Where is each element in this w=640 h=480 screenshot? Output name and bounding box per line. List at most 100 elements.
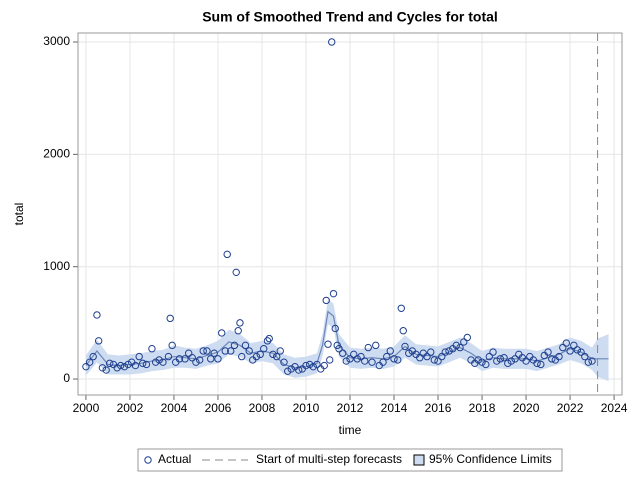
data-point xyxy=(452,341,460,350)
data-point xyxy=(218,329,226,337)
data-point xyxy=(227,347,235,355)
legend-box xyxy=(137,448,563,472)
data-point xyxy=(260,345,268,353)
data-point xyxy=(120,362,129,371)
x-tick-label: 2000 xyxy=(73,401,100,415)
data-point xyxy=(210,349,218,357)
data-point xyxy=(489,348,497,356)
data-point xyxy=(581,352,589,361)
x-tick-label: 2008 xyxy=(249,401,276,415)
data-point xyxy=(460,338,468,346)
data-point xyxy=(423,352,431,361)
data-point xyxy=(221,347,229,355)
data-point xyxy=(522,357,530,365)
y-axis-label: total xyxy=(12,203,26,226)
data-point xyxy=(236,319,244,327)
data-point xyxy=(155,356,163,364)
chart-title: Sum of Smoothed Trend and Cycles for tot… xyxy=(202,9,498,25)
data-point xyxy=(573,346,582,354)
data-point xyxy=(331,324,339,333)
data-point xyxy=(192,358,200,366)
data-point xyxy=(430,356,438,364)
data-point xyxy=(496,355,505,363)
data-point xyxy=(273,352,281,361)
data-point xyxy=(82,362,90,371)
data-point xyxy=(329,289,338,298)
data-point xyxy=(241,341,250,350)
data-point xyxy=(339,349,347,357)
data-point xyxy=(416,353,424,362)
data-point xyxy=(485,352,494,361)
data-point xyxy=(533,359,541,368)
x-tick-label: 2016 xyxy=(425,401,452,415)
legend-marker xyxy=(144,456,152,464)
data-point xyxy=(269,350,277,359)
data-point xyxy=(474,356,482,364)
data-point xyxy=(386,347,394,355)
data-point xyxy=(295,366,303,374)
data-point xyxy=(364,343,372,352)
data-point xyxy=(102,366,110,374)
data-point xyxy=(445,347,453,355)
data-point xyxy=(245,347,253,355)
data-point xyxy=(280,358,288,366)
data-point xyxy=(434,357,442,365)
data-point xyxy=(555,352,563,361)
data-point xyxy=(361,357,369,365)
data-point xyxy=(206,355,215,363)
data-point xyxy=(577,348,585,356)
data-point xyxy=(570,341,578,350)
data-point xyxy=(287,365,295,373)
data-point xyxy=(390,355,398,363)
data-point xyxy=(324,340,332,348)
data-point xyxy=(537,360,545,369)
x-tick-label: 2014 xyxy=(381,401,408,415)
confidence-band xyxy=(85,299,609,382)
x-tick-label: 2018 xyxy=(469,401,496,415)
data-point xyxy=(368,358,376,366)
data-point xyxy=(89,352,97,361)
y-tick-label: 1000 xyxy=(43,259,70,273)
data-point xyxy=(326,356,334,364)
data-point xyxy=(383,352,391,361)
x-tick-label: 2010 xyxy=(293,401,320,415)
data-point xyxy=(138,359,147,368)
data-point xyxy=(142,360,151,369)
data-point xyxy=(346,355,354,363)
data-point xyxy=(335,345,343,353)
data-point xyxy=(478,358,486,366)
data-point xyxy=(230,341,239,350)
data-point xyxy=(199,347,207,355)
data-point xyxy=(559,343,567,352)
data-point xyxy=(397,304,405,312)
data-point xyxy=(98,364,107,372)
legend-label: 95% Confidence Limits xyxy=(429,452,552,466)
data-point xyxy=(188,353,196,362)
data-point xyxy=(232,268,240,277)
data-point xyxy=(544,348,552,356)
data-point xyxy=(164,352,173,361)
data-point xyxy=(276,347,284,355)
data-point xyxy=(184,349,193,357)
data-point xyxy=(320,361,328,370)
data-point xyxy=(482,360,490,369)
data-point xyxy=(265,334,273,343)
data-point xyxy=(463,333,471,342)
data-point xyxy=(131,361,140,370)
data-point xyxy=(379,358,387,366)
data-point xyxy=(566,347,574,355)
data-point xyxy=(322,296,330,305)
x-axis-label: time xyxy=(339,423,362,437)
y-tick-label: 3000 xyxy=(43,34,70,48)
y-tick-label: 2000 xyxy=(43,147,70,161)
plot-frame xyxy=(77,32,623,396)
data-point xyxy=(159,358,167,366)
x-tick-label: 2004 xyxy=(161,401,188,415)
data-point xyxy=(548,355,556,363)
x-tick-label: 2012 xyxy=(337,401,364,415)
x-tick-label: 2020 xyxy=(513,401,540,415)
data-point xyxy=(372,341,380,350)
data-point xyxy=(85,358,94,366)
